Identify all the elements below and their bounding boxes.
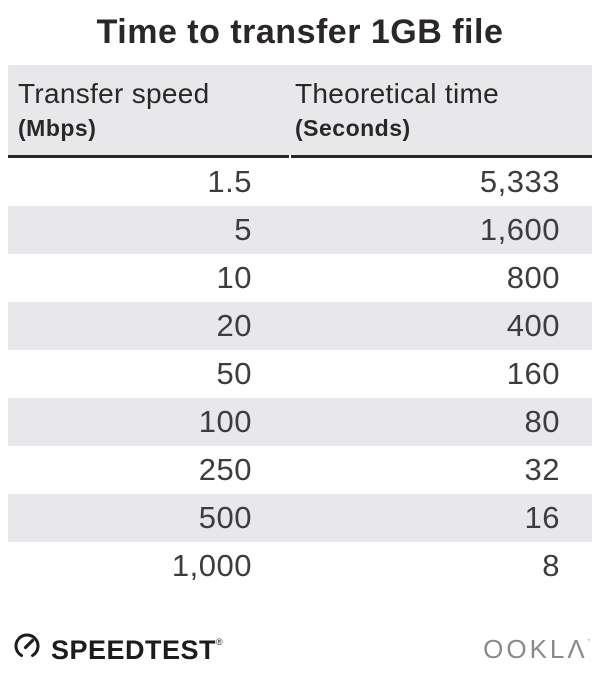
- cell-speed: 1,000: [171, 548, 252, 583]
- cell-speed: 1.5: [207, 164, 252, 199]
- cell-speed: 100: [198, 404, 252, 439]
- registered-trademark-mark: ®: [216, 637, 224, 647]
- cell-time: 80: [524, 404, 560, 439]
- cell-time: 160: [506, 356, 560, 391]
- cell-speed: 20: [216, 308, 252, 343]
- table-row: 500 16: [8, 494, 592, 542]
- table-row: 50 160: [8, 350, 592, 398]
- header-label-theoretical-time: Theoretical time: [295, 78, 499, 109]
- speedtest-gauge-icon: [12, 631, 42, 661]
- cell-speed: 500: [198, 500, 252, 535]
- table-row: 10 800: [8, 254, 592, 302]
- header-label-transfer-speed: Transfer speed: [18, 78, 210, 109]
- table-row: 5 1,600: [8, 206, 592, 254]
- transfer-time-table: Transfer speed (Mbps) Theoretical time (…: [8, 65, 592, 590]
- cell-speed: 5: [234, 212, 252, 247]
- page-title: Time to transfer 1GB file: [96, 13, 504, 51]
- header-unit-mbps: (Mbps): [18, 115, 97, 141]
- cell-time: 8: [542, 548, 560, 583]
- cell-speed: 50: [216, 356, 252, 391]
- cell-speed: 10: [216, 260, 252, 295]
- header-rule-gap: [289, 155, 291, 158]
- header-rule: [8, 155, 592, 158]
- cell-time: 400: [506, 308, 560, 343]
- table-row: 1.5 5,333: [8, 158, 592, 206]
- table-row: 1,000 8: [8, 542, 592, 590]
- footer: SPEEDTEST® OOKLΛ’: [12, 627, 590, 665]
- table-row: 250 32: [8, 446, 592, 494]
- ookla-wordmark-text: OOKLΛ: [483, 633, 588, 664]
- header-theoretical-time: Theoretical time (Seconds): [290, 78, 592, 155]
- cell-time: 800: [506, 260, 560, 295]
- table-row: 20 400: [8, 302, 592, 350]
- cell-time: 5,333: [479, 164, 560, 199]
- speedtest-wordmark: SPEEDTEST®: [51, 627, 223, 665]
- ookla-logo: OOKLΛ’: [483, 629, 590, 664]
- header-unit-seconds: (Seconds): [295, 115, 411, 141]
- speedtest-wordmark-text: SPEEDTEST: [51, 635, 217, 665]
- table-row: 100 80: [8, 398, 592, 446]
- ookla-trademark-mark: ’: [587, 637, 590, 649]
- cell-time: 16: [524, 500, 560, 535]
- header-transfer-speed: Transfer speed (Mbps): [8, 78, 290, 155]
- header-rule-left: [8, 155, 289, 158]
- cell-speed: 250: [198, 452, 252, 487]
- header-rule-right: [291, 155, 592, 158]
- speedtest-logo: SPEEDTEST®: [12, 627, 223, 665]
- table-header: Transfer speed (Mbps) Theoretical time (…: [8, 65, 592, 155]
- cell-time: 1,600: [479, 212, 560, 247]
- cell-time: 32: [524, 452, 560, 487]
